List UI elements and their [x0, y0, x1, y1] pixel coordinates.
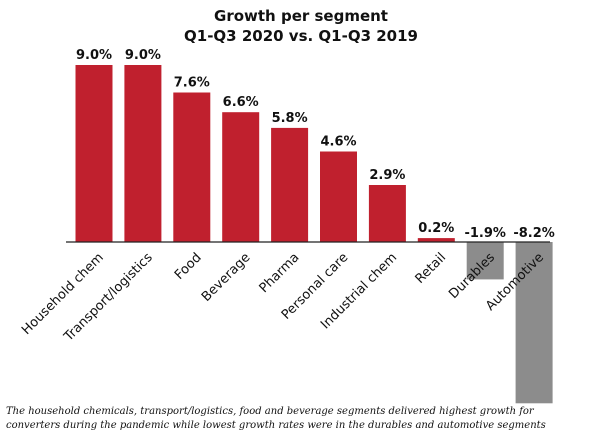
value-label-transport-logistics: 9.0% [125, 48, 161, 63]
bar-personal-care [320, 151, 357, 242]
bars-layer [75, 65, 553, 404]
category-label-beverage: Beverage [199, 250, 254, 305]
bar-automotive [515, 242, 553, 404]
chart-title: Growth per segment [214, 7, 388, 25]
category-label-retail: Retail [413, 250, 450, 287]
caption-line-1: The household chemicals, transport/logis… [6, 406, 534, 417]
value-label-industrial-chem: 2.9% [369, 168, 405, 183]
value-label-food: 7.6% [174, 76, 210, 91]
bar-household-chem [75, 65, 113, 242]
value-label-beverage: 6.6% [223, 95, 259, 110]
bar-food [173, 92, 211, 242]
bar-beverage [222, 112, 260, 242]
value-label-household-chem: 9.0% [76, 48, 112, 63]
bar-retail [417, 238, 455, 242]
bar-durables [466, 242, 504, 280]
chart-caption: The household chemicals, transport/logis… [6, 405, 566, 433]
value-label-retail: 0.2% [418, 221, 454, 236]
bar-transport-logistics [124, 65, 162, 242]
bar-pharma [271, 127, 309, 242]
value-label-personal-care: 4.6% [320, 135, 356, 150]
value-label-automotive: -8.2% [513, 226, 554, 241]
category-label-transport-logistics: Transport/logistics [61, 250, 156, 345]
caption-line-2: converters during the pandemic while low… [6, 420, 546, 431]
category-label-food: Food [172, 250, 205, 283]
category-label-pharma: Pharma [257, 250, 303, 296]
value-label-durables: -1.9% [464, 226, 505, 241]
category-label-household-chem: Household chem [19, 250, 107, 338]
value-label-pharma: 5.8% [272, 111, 308, 126]
value-labels-layer: 9.0% 9.0% 7.6% 6.6% 5.8% 4.6% 2.9% 0.2% -1.9% -8.… [76, 48, 555, 241]
bar-industrial-chem [368, 185, 406, 242]
chart-subtitle: Q1-Q3 2020 vs. Q1-Q3 2019 [184, 27, 418, 45]
